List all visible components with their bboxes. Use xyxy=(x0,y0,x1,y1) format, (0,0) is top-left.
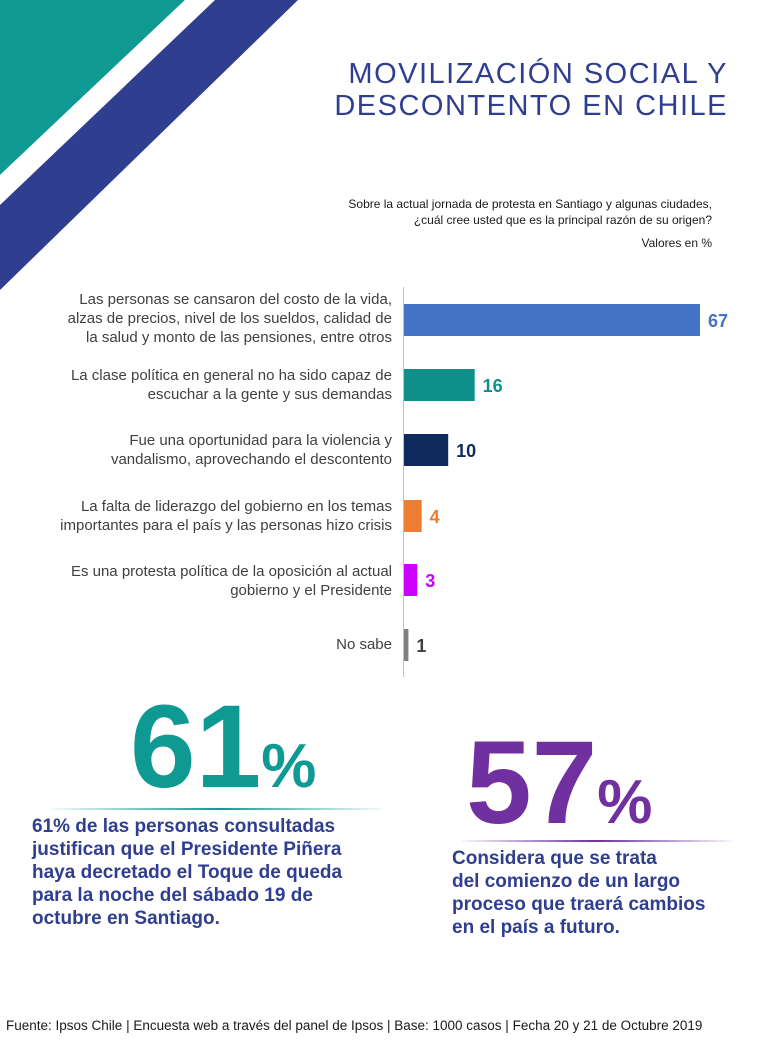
page-title: MOVILIZACIÓN SOCIAL Y DESCONTENTO EN CHI… xyxy=(300,58,728,122)
question-line-2: ¿cuál cree usted que es la principal raz… xyxy=(413,213,712,227)
bar xyxy=(404,369,475,401)
question-line-1: Sobre la actual jornada de protesta en S… xyxy=(348,197,712,211)
title-line-2: DESCONTENTO EN CHILE xyxy=(334,90,728,122)
decorative-stripes xyxy=(0,0,298,290)
bar-value-label: 4 xyxy=(430,507,440,527)
bar-chart: 67 16 10 4 3 1 xyxy=(404,304,728,661)
bar-value-label: 1 xyxy=(416,636,426,656)
units-label: Valores en % xyxy=(641,236,712,250)
stat-61-text: 61% de las personas consultadas justific… xyxy=(32,816,343,929)
navy-stripe xyxy=(0,0,298,290)
chart-axis-line xyxy=(403,287,404,677)
bar xyxy=(404,500,422,532)
category-label: La falta de liderazgo del gobierno en lo… xyxy=(60,498,392,534)
bar xyxy=(404,564,418,596)
survey-question: Sobre la actual jornada de protesta en S… xyxy=(250,196,712,228)
category-label: Las personas se cansaron del costo de la… xyxy=(67,291,392,346)
stat-57-number: 57% xyxy=(466,724,652,842)
stat-number: 61 xyxy=(130,681,262,813)
stat-61-underline xyxy=(52,808,382,810)
bar-value-label: 10 xyxy=(456,441,476,461)
bar xyxy=(404,304,700,336)
bar xyxy=(404,629,409,661)
bar-value-label: 3 xyxy=(425,571,435,591)
percent-sign: % xyxy=(261,732,317,801)
title-line-1: MOVILIZACIÓN SOCIAL Y xyxy=(348,58,728,90)
stat-57-text: Considera que se trata del comienzo de u… xyxy=(452,848,706,938)
bar xyxy=(404,434,449,466)
category-label: No sabe xyxy=(336,636,392,653)
stat-57-underline xyxy=(462,840,732,842)
percent-sign: % xyxy=(597,768,653,837)
category-label: Fue una oportunidad para la violencia y … xyxy=(110,432,392,468)
footer-source: Fuente: Ipsos Chile | Encuesta web a tra… xyxy=(6,1018,703,1033)
stat-61-number: 61% xyxy=(130,688,316,806)
bar-value-label: 67 xyxy=(708,311,728,331)
stat-number: 57 xyxy=(466,717,598,849)
category-label: La clase política en general no ha sido … xyxy=(70,367,392,403)
bar-value-label: 16 xyxy=(483,376,503,396)
category-label: Es una protesta política de la oposición… xyxy=(70,563,392,599)
